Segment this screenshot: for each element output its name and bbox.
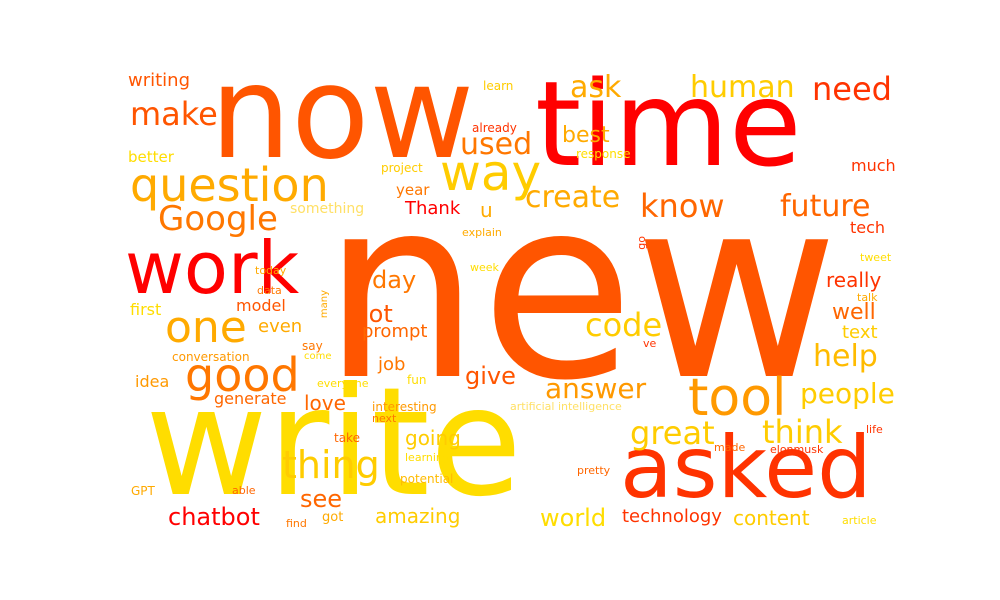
word-job: job bbox=[378, 354, 406, 375]
word-text: text bbox=[842, 322, 878, 343]
word-talk: talk bbox=[857, 291, 878, 304]
word-today: today bbox=[255, 264, 287, 277]
word-love: love bbox=[304, 391, 346, 415]
word-google: Google bbox=[158, 199, 278, 239]
word-project: project bbox=[381, 161, 423, 175]
word-technology: technology bbox=[622, 506, 722, 527]
word-write: write bbox=[145, 356, 523, 530]
word-potential: potential bbox=[400, 472, 454, 486]
word-conversation: conversation bbox=[172, 350, 250, 364]
word-ask: ask bbox=[570, 70, 622, 105]
word-well: well bbox=[832, 300, 876, 325]
word-everyone: everyone bbox=[317, 377, 369, 390]
word-data: data bbox=[257, 284, 282, 297]
word-say: say bbox=[302, 339, 323, 353]
word-human: human bbox=[690, 70, 795, 105]
word-explain: explain bbox=[462, 226, 502, 239]
word-something: something bbox=[290, 201, 365, 217]
word-come: come bbox=[304, 351, 332, 362]
word-really: really bbox=[826, 268, 882, 292]
word-good: good bbox=[185, 348, 300, 402]
word-new: new bbox=[322, 144, 839, 435]
word-chatbot: chatbot bbox=[168, 503, 260, 531]
word-time: time bbox=[535, 55, 802, 193]
word-better: better bbox=[128, 148, 174, 166]
word-able: able bbox=[232, 484, 256, 497]
word-thank: Thank bbox=[405, 198, 461, 219]
word-going: going bbox=[405, 426, 461, 450]
word-life: life bbox=[866, 423, 883, 436]
word-thing: thing bbox=[282, 443, 380, 487]
word-elonmusk: elonmusk bbox=[770, 443, 824, 456]
word-see: see bbox=[300, 485, 343, 513]
word-pretty: pretty bbox=[577, 464, 611, 477]
word-best: best bbox=[562, 123, 610, 148]
word-asked: asked bbox=[620, 418, 872, 518]
word-content: content bbox=[733, 506, 810, 530]
word-take: take bbox=[334, 431, 360, 445]
word-already: already bbox=[472, 121, 517, 135]
word-idea: idea bbox=[135, 372, 170, 391]
word-made: made bbox=[714, 441, 746, 454]
word-learning: learning bbox=[405, 451, 450, 464]
word-find: find bbox=[286, 517, 307, 530]
word-know: know bbox=[640, 187, 725, 225]
word-much: much bbox=[851, 156, 896, 175]
word-now: now bbox=[210, 39, 475, 188]
word-go: go bbox=[635, 236, 648, 250]
word-amazing: amazing bbox=[375, 504, 461, 528]
word-fun: fun bbox=[407, 373, 427, 387]
word-people: people bbox=[800, 377, 895, 410]
word-generate: generate bbox=[214, 389, 287, 408]
word-article: article bbox=[842, 514, 877, 527]
word-u: u bbox=[480, 198, 493, 222]
word-lot: lot bbox=[362, 300, 393, 328]
word-world: world bbox=[540, 504, 607, 532]
word-artificial-intelligence: artificial intelligence bbox=[510, 400, 622, 413]
word-way: way bbox=[440, 144, 542, 202]
word-week: week bbox=[470, 261, 499, 274]
word-used: used bbox=[460, 127, 533, 162]
word-gpt: GPT bbox=[131, 484, 155, 498]
word-work: work bbox=[125, 226, 300, 310]
word-great: great bbox=[630, 414, 715, 452]
word-give: give bbox=[465, 362, 516, 390]
word-ve: ve bbox=[643, 337, 657, 350]
word-code: code bbox=[585, 306, 663, 344]
word-day: day bbox=[372, 266, 417, 294]
word-think: think bbox=[762, 413, 843, 451]
word-learn: learn bbox=[483, 79, 514, 93]
word-create: create bbox=[525, 180, 621, 215]
word-writing: writing bbox=[128, 70, 191, 91]
word-next: next bbox=[372, 412, 397, 425]
word-tech: tech bbox=[850, 218, 886, 237]
word-year: year bbox=[396, 181, 430, 199]
word-future: future bbox=[780, 189, 871, 224]
word-tweet: tweet bbox=[860, 251, 892, 264]
word-make: make bbox=[130, 95, 218, 133]
word-interesting: interesting bbox=[372, 400, 437, 414]
word-first: first bbox=[130, 300, 162, 319]
word-question: question bbox=[130, 158, 329, 212]
word-answer: answer bbox=[545, 372, 647, 405]
word-need: need bbox=[812, 70, 892, 108]
word-model: model bbox=[236, 296, 286, 315]
word-help: help bbox=[813, 339, 878, 374]
word-one: one bbox=[165, 302, 247, 353]
word-prompt: prompt bbox=[362, 321, 428, 342]
word-tool: tool bbox=[688, 368, 787, 428]
word-got: got bbox=[322, 510, 344, 525]
word-many: many bbox=[319, 290, 330, 319]
word-response: response bbox=[576, 147, 631, 161]
word-even: even bbox=[258, 316, 303, 337]
